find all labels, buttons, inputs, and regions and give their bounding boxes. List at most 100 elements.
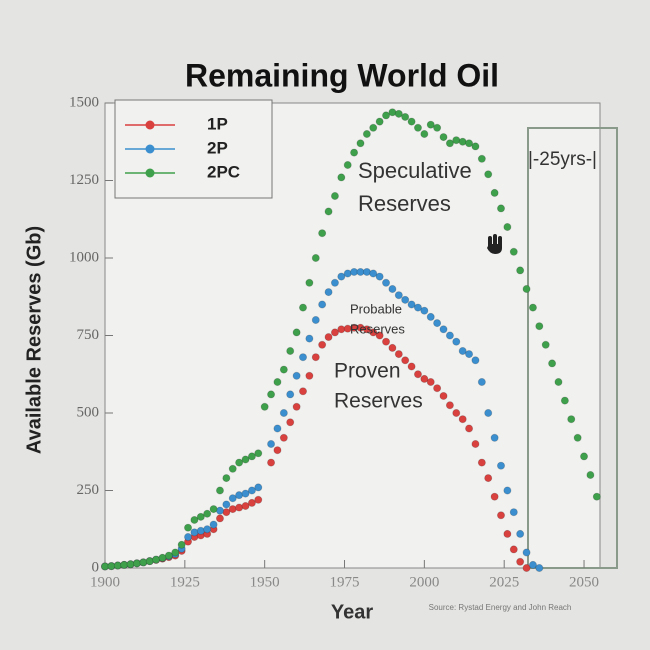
data-point <box>311 253 320 262</box>
data-point <box>528 303 537 312</box>
data-point <box>471 439 480 448</box>
data-point <box>439 325 448 334</box>
annotation: Reserves <box>350 321 405 336</box>
data-point <box>254 495 263 504</box>
x-axis-label: Year <box>331 601 373 623</box>
data-point <box>324 207 333 216</box>
data-point <box>490 188 499 197</box>
data-point <box>445 331 454 340</box>
data-point <box>382 111 391 120</box>
data-point <box>388 343 397 352</box>
highlight-box <box>527 127 618 569</box>
data-point <box>267 390 276 399</box>
legend-marker <box>145 120 155 130</box>
data-point <box>337 272 346 281</box>
data-point <box>496 204 505 213</box>
data-point <box>413 370 422 379</box>
data-point <box>496 461 505 470</box>
data-point <box>203 509 212 518</box>
data-point <box>535 564 544 573</box>
data-point <box>279 365 288 374</box>
data-point <box>375 272 384 281</box>
data-point <box>298 353 307 362</box>
data-point <box>458 415 467 424</box>
data-point <box>458 346 467 355</box>
data-point <box>503 529 512 538</box>
y-tick-label: 1000 <box>69 249 99 265</box>
data-point <box>592 492 601 501</box>
data-point <box>273 424 282 433</box>
data-point <box>311 353 320 362</box>
data-point <box>522 564 531 573</box>
data-point <box>439 133 448 142</box>
data-point <box>254 449 263 458</box>
annotation: |-25yrs-| <box>528 149 597 170</box>
data-point <box>535 322 544 331</box>
data-point <box>267 458 276 467</box>
data-point <box>292 328 301 337</box>
y-tick-label: 500 <box>77 404 100 420</box>
data-point <box>350 148 359 157</box>
data-point <box>298 303 307 312</box>
data-point <box>509 247 518 256</box>
data-point <box>369 123 378 132</box>
data-point <box>247 486 256 495</box>
data-point <box>318 340 327 349</box>
x-tick-label: 2000 <box>409 574 439 590</box>
y-tick-label: 1250 <box>69 172 99 188</box>
data-point <box>375 117 384 126</box>
data-point <box>196 512 205 521</box>
data-point <box>445 401 454 410</box>
data-point <box>548 359 557 368</box>
data-point <box>465 424 474 433</box>
data-point <box>445 139 454 148</box>
data-point <box>337 173 346 182</box>
data-point <box>490 433 499 442</box>
data-point <box>292 402 301 411</box>
data-point <box>433 384 442 393</box>
data-point <box>490 492 499 501</box>
data-point <box>452 408 461 417</box>
data-point <box>362 325 371 334</box>
data-point <box>382 278 391 287</box>
data-point <box>516 557 525 566</box>
data-point <box>343 160 352 169</box>
data-point <box>247 452 256 461</box>
legend-marker <box>145 144 155 154</box>
x-tick-label: 2050 <box>569 574 599 590</box>
data-point <box>471 142 480 151</box>
data-point <box>164 551 173 560</box>
data-point <box>477 458 486 467</box>
data-point <box>318 229 327 238</box>
data-point <box>286 346 295 355</box>
legend-label: 2PC <box>207 162 240 181</box>
data-point <box>305 371 314 380</box>
y-tick-label: 1500 <box>69 94 99 110</box>
data-point <box>330 328 339 337</box>
legend-label: 1P <box>207 114 228 133</box>
data-point <box>215 486 224 495</box>
x-tick-label: 2025 <box>489 574 519 590</box>
data-point <box>241 501 250 510</box>
data-point <box>516 266 525 275</box>
data-point <box>509 545 518 554</box>
data-point <box>184 523 193 532</box>
data-point <box>496 511 505 520</box>
data-point <box>413 303 422 312</box>
data-point <box>452 337 461 346</box>
x-tick-label: 1950 <box>250 574 280 590</box>
data-point <box>465 350 474 359</box>
data-point <box>305 334 314 343</box>
data-point <box>580 452 589 461</box>
cursor-icon <box>487 234 502 254</box>
y-tick-label: 750 <box>77 327 100 343</box>
data-point <box>292 371 301 380</box>
annotation: Proven <box>334 360 401 383</box>
x-tick-label: 1975 <box>330 574 360 590</box>
data-point <box>401 356 410 365</box>
data-point <box>241 455 250 464</box>
y-axis-label: Available Reserves (Gb) <box>23 226 45 454</box>
data-point <box>554 377 563 386</box>
data-point <box>484 170 493 179</box>
data-point <box>382 337 391 346</box>
